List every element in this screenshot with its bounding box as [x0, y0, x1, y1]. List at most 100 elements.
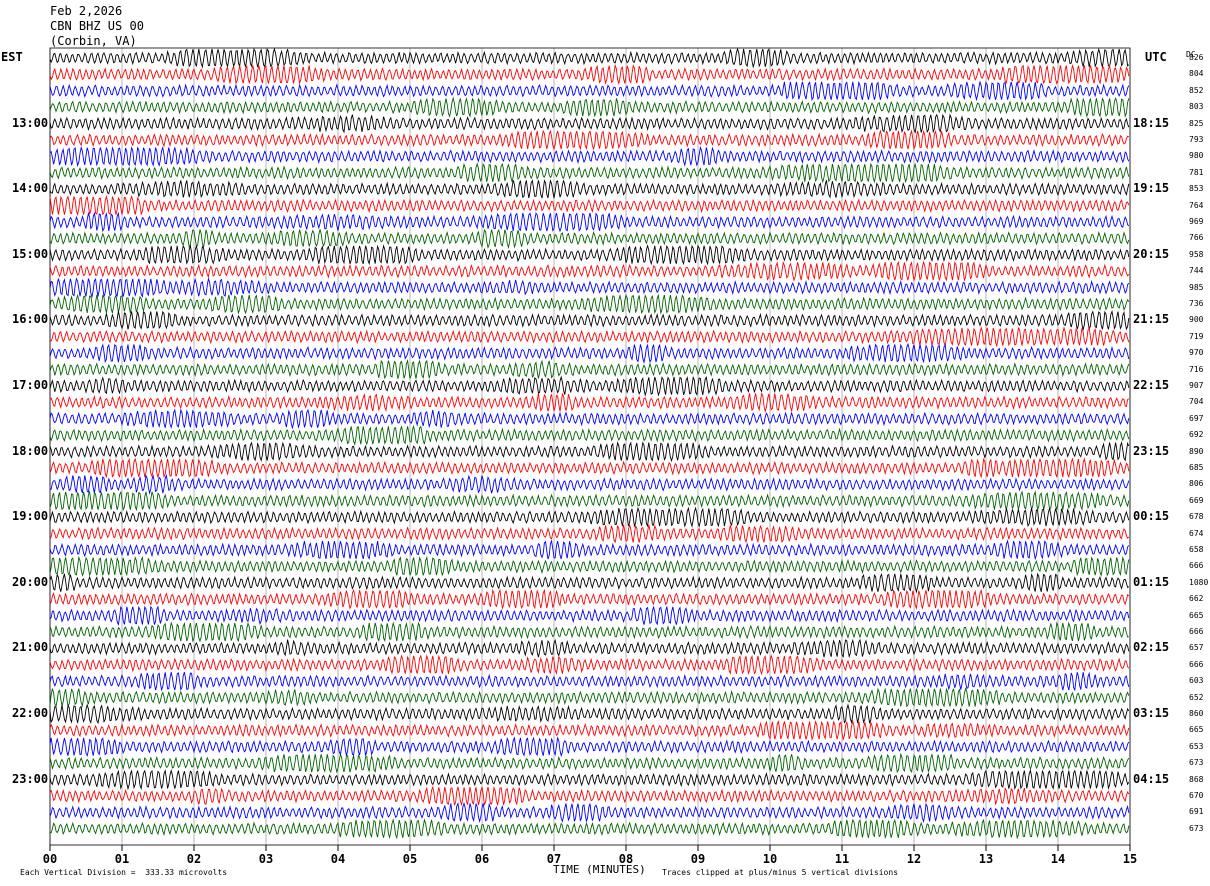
dc-offset-label: 669 — [1189, 495, 1204, 505]
trace-row-21 — [49, 392, 1130, 414]
trace-row-11 — [49, 228, 1130, 250]
dc-offset-label: 969 — [1189, 217, 1204, 226]
x-tick-label-00: 00 — [43, 852, 57, 866]
dc-offset-label: 736 — [1189, 299, 1204, 308]
dc-offset-label: 666 — [1189, 561, 1204, 571]
trace-row-40 — [49, 703, 1130, 725]
left-hour-label: 19:00 — [12, 509, 49, 524]
dc-offset-label: 673 — [1189, 758, 1204, 768]
dc-offset-label: 958 — [1189, 249, 1204, 259]
trace-row-26 — [49, 473, 1130, 495]
trace-row-22 — [49, 408, 1130, 430]
trace-row-5 — [49, 129, 1130, 151]
dc-offset-label: 673 — [1189, 823, 1204, 833]
trace-row-25 — [49, 457, 1130, 479]
dc-offset-label: 685 — [1189, 463, 1204, 472]
trace-row-10 — [49, 211, 1130, 233]
dc-offset-label: 970 — [1189, 348, 1204, 358]
dc-offset-label: 665 — [1189, 725, 1204, 735]
right-hour-label: 04:15 — [1133, 771, 1170, 786]
clip-note: Traces clipped at plus/minus 5 vertical … — [662, 868, 899, 877]
right-hour-label: 19:15 — [1133, 181, 1170, 196]
right-hour-label: 20:15 — [1133, 246, 1170, 261]
left-hour-label: 13:00 — [12, 115, 49, 130]
trace-row-16 — [49, 309, 1130, 332]
trace-row-19 — [49, 358, 1130, 380]
trace-row-9 — [49, 194, 1130, 217]
trace-row-45 — [49, 785, 1130, 807]
dc-offset-label: 691 — [1189, 807, 1204, 817]
x-tick-label-08: 08 — [619, 852, 633, 866]
left-hour-label: 21:00 — [12, 640, 49, 655]
dc-offset-label: 744 — [1189, 266, 1204, 276]
trace-row-38 — [49, 671, 1130, 692]
x-tick-label-10: 10 — [763, 852, 777, 866]
dc-offset-label: 764 — [1189, 200, 1204, 210]
trace-row-24 — [49, 440, 1130, 463]
dc-offset-label: 665 — [1189, 610, 1204, 620]
dc-offset-label: 900 — [1189, 315, 1204, 325]
dc-offset-label: 826 — [1189, 53, 1204, 62]
right-hour-label: 01:15 — [1133, 574, 1170, 589]
seismic-traces — [49, 47, 1130, 840]
trace-row-7 — [49, 162, 1130, 184]
dc-offset-label: 674 — [1189, 528, 1204, 538]
dc-offset-label: 766 — [1189, 233, 1204, 243]
x-tick-label-09: 09 — [691, 852, 705, 866]
dc-label: DC — [1186, 50, 1196, 59]
x-tick-label-06: 06 — [475, 852, 489, 866]
trace-row-2 — [49, 80, 1130, 102]
left-hour-label: 15:00 — [12, 246, 49, 261]
right-timezone-label: UTC — [1145, 50, 1167, 64]
trace-row-42 — [49, 736, 1130, 758]
right-hour-label: 00:15 — [1133, 509, 1170, 524]
trace-row-39 — [49, 687, 1130, 708]
header-station: CBN BHZ US 00 — [50, 19, 144, 33]
x-tick-label-11: 11 — [835, 852, 849, 866]
dc-offset-label: 860 — [1189, 709, 1204, 718]
header-date: Feb 2,2026 — [50, 4, 123, 18]
trace-row-41 — [49, 719, 1130, 741]
x-tick-label-05: 05 — [403, 852, 417, 866]
right-hour-label: 23:15 — [1133, 443, 1170, 458]
trace-row-47 — [49, 818, 1130, 840]
trace-row-20 — [49, 375, 1130, 397]
dc-offset-label: 666 — [1189, 659, 1204, 669]
left-hour-label: 23:00 — [12, 771, 49, 786]
dc-offset-label: 652 — [1189, 692, 1204, 702]
dc-offset-label: 704 — [1189, 397, 1204, 407]
trace-row-36 — [49, 638, 1130, 659]
scale-note: Each Vertical Division = 333.33 microvol… — [20, 868, 228, 877]
trace-row-35 — [49, 621, 1129, 643]
dc-offset-label: 806 — [1189, 479, 1204, 489]
dc-offset-label: 853 — [1189, 184, 1204, 194]
dc-offset-label: 852 — [1189, 85, 1204, 95]
x-tick-label-07: 07 — [547, 852, 561, 866]
dc-offset-label: 692 — [1189, 430, 1204, 440]
x-tick-label-14: 14 — [1051, 852, 1065, 866]
trace-row-34 — [49, 605, 1130, 627]
trace-row-4 — [49, 113, 1130, 134]
dc-offset-label: 697 — [1189, 413, 1204, 423]
dc-offset-label: 793 — [1189, 135, 1204, 144]
trace-row-46 — [49, 801, 1130, 824]
trace-row-13 — [49, 260, 1130, 282]
x-tick-label-03: 03 — [259, 852, 273, 866]
trace-row-29 — [49, 524, 1130, 544]
dc-offset-label: 719 — [1189, 331, 1204, 341]
trace-row-14 — [49, 277, 1130, 299]
x-axis-title: TIME (MINUTES) — [553, 863, 646, 876]
trace-row-30 — [49, 539, 1130, 561]
trace-row-1 — [49, 63, 1130, 86]
trace-row-18 — [49, 342, 1130, 364]
trace-row-15 — [49, 293, 1130, 315]
left-hour-label: 16:00 — [12, 312, 49, 327]
left-hour-label: 18:00 — [12, 443, 49, 458]
trace-row-32 — [49, 572, 1130, 594]
dc-offset-label: 781 — [1189, 167, 1204, 177]
dc-offset-label: 868 — [1189, 774, 1204, 784]
trace-row-28 — [49, 506, 1130, 528]
left-hour-label: 14:00 — [12, 181, 49, 196]
dc-offset-label: 662 — [1189, 594, 1204, 604]
